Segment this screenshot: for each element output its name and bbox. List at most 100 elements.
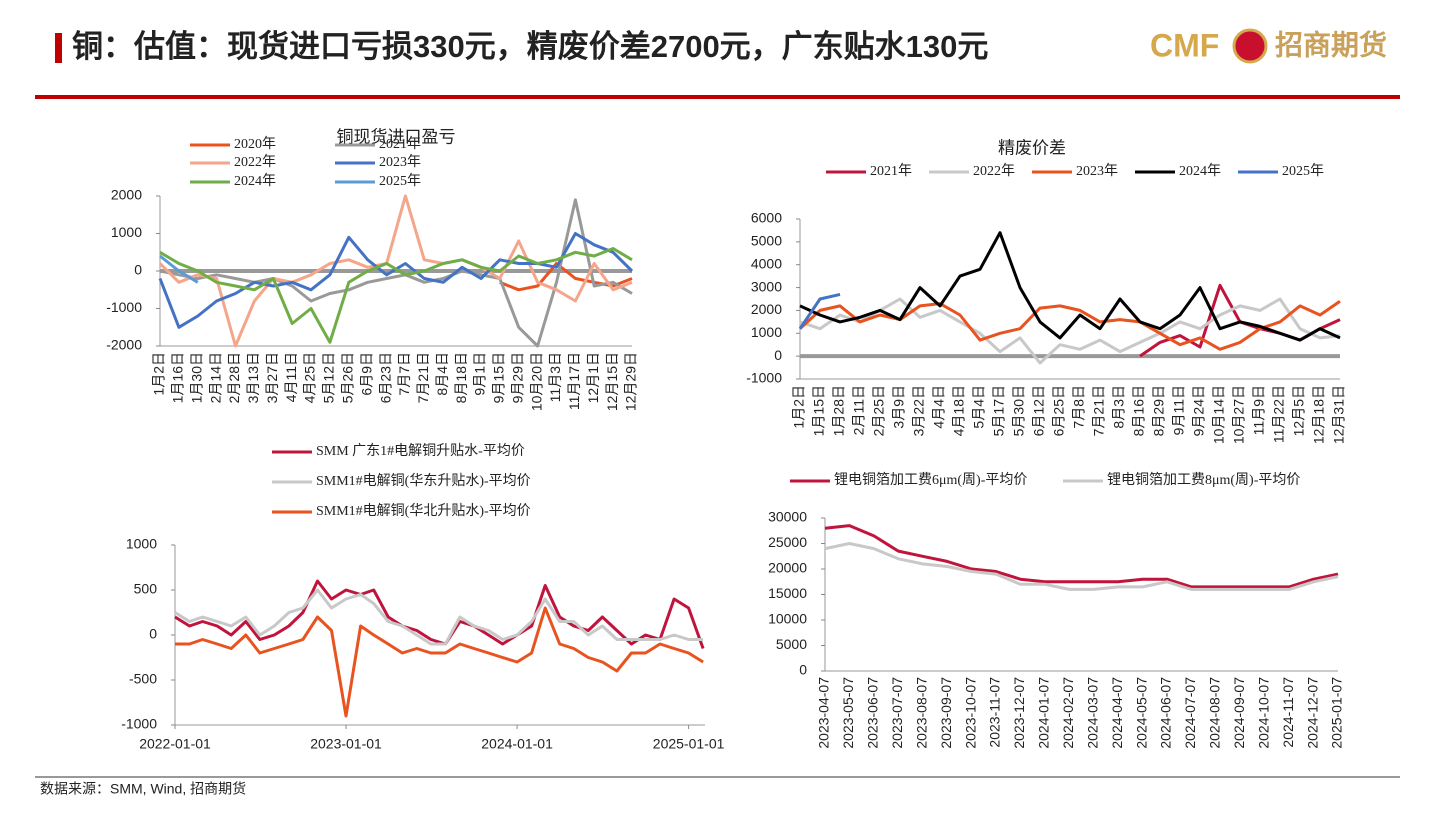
x-tick-label: 8月4日 xyxy=(434,352,450,396)
x-tick-label: 2024-06-07 xyxy=(1158,677,1174,749)
legend-label: 2022年 xyxy=(234,154,276,170)
x-tick-label: 2023-10-07 xyxy=(962,677,978,749)
footer-source: 数据来源：SMM, Wind, 招商期货 xyxy=(40,781,246,797)
x-tick-label: 2024-10-07 xyxy=(1255,677,1271,749)
x-tick-label: 12月29日 xyxy=(623,352,639,411)
x-tick-label: 5月17日 xyxy=(991,385,1007,436)
x-tick-label: 11月9日 xyxy=(1251,385,1267,435)
x-tick-label: 2023-08-07 xyxy=(913,677,929,749)
legend-label: 2022年 xyxy=(973,163,1015,179)
x-tick-label: 2024-08-07 xyxy=(1207,677,1223,749)
x-tick-label: 3月9日 xyxy=(891,385,907,429)
y-tick-label: 5000 xyxy=(751,233,782,249)
x-tick-label: 5月4日 xyxy=(971,385,987,429)
x-tick-label: 2023-06-07 xyxy=(865,677,881,749)
x-tick-label: 6月12日 xyxy=(1031,385,1047,436)
y-tick-label: 4000 xyxy=(751,255,782,271)
y-tick-label: 2000 xyxy=(751,301,782,317)
x-tick-label: 10月20日 xyxy=(528,352,544,411)
x-tick-label: 11月17日 xyxy=(566,352,582,410)
y-tick-label: 1000 xyxy=(751,324,782,340)
chart-title: 精废价差 xyxy=(998,138,1066,157)
y-tick-label: 15000 xyxy=(768,585,807,601)
x-tick-label: 3月13日 xyxy=(245,352,261,403)
x-tick-label: 9月11日 xyxy=(1171,385,1187,435)
logo-name: 招商期货 xyxy=(1275,28,1387,61)
x-tick-label: 2月11日 xyxy=(851,385,867,435)
series-line xyxy=(798,300,1341,351)
y-tick-label: 20000 xyxy=(768,560,807,576)
x-tick-label: 4月18日 xyxy=(951,385,967,436)
y-tick-label: 10000 xyxy=(768,611,807,627)
y-tick-label: 6000 xyxy=(751,210,782,226)
x-tick-label: 5月12日 xyxy=(321,352,337,403)
legend-label: 锂电铜箔加工费8μm(周)-平均价 xyxy=(1107,472,1300,488)
x-tick-label: 12月31日 xyxy=(1331,385,1347,444)
y-tick-label: -1000 xyxy=(121,716,157,732)
x-tick-label: 2024-01-01 xyxy=(481,736,553,752)
x-tick-label: 4月11日 xyxy=(283,352,299,402)
x-tick-label: 9月1日 xyxy=(472,352,488,396)
y-tick-label: 0 xyxy=(774,347,782,363)
x-tick-label: 2024-07-07 xyxy=(1182,677,1198,749)
x-tick-label: 6月25日 xyxy=(1051,385,1067,436)
y-tick-label: 1000 xyxy=(111,224,142,240)
y-tick-label: 3000 xyxy=(751,278,782,294)
x-tick-label: 7月8日 xyxy=(1071,385,1087,429)
y-tick-label: 0 xyxy=(149,626,157,642)
slide-title: 铜：估值：现货进口亏损330元，精废价差2700元，广东贴水130元 xyxy=(72,29,988,64)
logo-mark: CMF xyxy=(1150,27,1219,63)
legend-label: 2021年 xyxy=(870,163,912,179)
x-tick-label: 1月15日 xyxy=(811,385,827,436)
x-tick-label: 2025-01-07 xyxy=(1329,677,1345,749)
x-tick-label: 9月29日 xyxy=(509,352,525,403)
legend-label: 锂电铜箔加工费6μm(周)-平均价 xyxy=(834,472,1027,488)
x-tick-label: 2023-07-07 xyxy=(889,677,905,749)
series-line xyxy=(798,292,841,330)
x-tick-label: 8月16日 xyxy=(1131,385,1147,436)
y-tick-label: 5000 xyxy=(776,636,807,652)
x-tick-label: 6月9日 xyxy=(358,352,374,396)
y-tick-label: -500 xyxy=(129,671,157,687)
x-tick-label: 8月29日 xyxy=(1151,385,1167,436)
x-tick-label: 1月2日 xyxy=(791,385,807,429)
series-line xyxy=(159,198,633,348)
legend-label: 2025年 xyxy=(1282,163,1324,179)
x-tick-label: 2025-01-01 xyxy=(653,736,725,752)
legend-label: SMM1#电解铜(华北升贴水)-平均价 xyxy=(316,503,531,519)
y-tick-label: 0 xyxy=(799,662,807,678)
x-tick-label: 1月2日 xyxy=(151,352,167,396)
x-tick-label: 2024-02-07 xyxy=(1060,677,1076,749)
header-rule xyxy=(35,95,1400,99)
series-line xyxy=(799,231,1341,342)
legend-label: 2020年 xyxy=(234,136,276,152)
series-line xyxy=(174,579,705,650)
x-tick-label: 5月26日 xyxy=(340,352,356,403)
x-tick-label: 2024-05-07 xyxy=(1133,677,1149,749)
x-tick-label: 1月16日 xyxy=(170,352,186,403)
legend-label: SMM1#电解铜(华东升贴水)-平均价 xyxy=(316,473,531,489)
y-tick-label: -1000 xyxy=(106,299,142,315)
x-tick-label: 7月21日 xyxy=(415,352,431,403)
x-tick-label: 2023-04-07 xyxy=(816,677,832,749)
x-tick-label: 6月23日 xyxy=(377,352,393,403)
x-tick-label: 9月24日 xyxy=(1191,385,1207,436)
legend-label: 2023年 xyxy=(379,154,421,170)
x-tick-label: 10月27日 xyxy=(1231,385,1247,444)
series-line xyxy=(159,254,199,284)
title-bar xyxy=(55,33,62,63)
x-tick-label: 2024-12-07 xyxy=(1304,677,1320,749)
x-tick-label: 1月30日 xyxy=(188,352,204,403)
x-tick-label: 2月14日 xyxy=(207,352,223,403)
series-line xyxy=(158,232,634,329)
series-line xyxy=(799,297,1341,365)
x-tick-label: 3月27日 xyxy=(264,352,280,403)
legend-label: 2025年 xyxy=(379,173,421,189)
x-tick-label: 2月25日 xyxy=(871,385,887,436)
series-line xyxy=(499,262,633,292)
x-tick-label: 9月15日 xyxy=(491,352,507,403)
legend-label: 2024年 xyxy=(1179,163,1221,179)
x-tick-label: 7月7日 xyxy=(396,352,412,396)
y-tick-label: -2000 xyxy=(106,337,142,353)
x-tick-label: 2024-01-07 xyxy=(1036,677,1052,749)
